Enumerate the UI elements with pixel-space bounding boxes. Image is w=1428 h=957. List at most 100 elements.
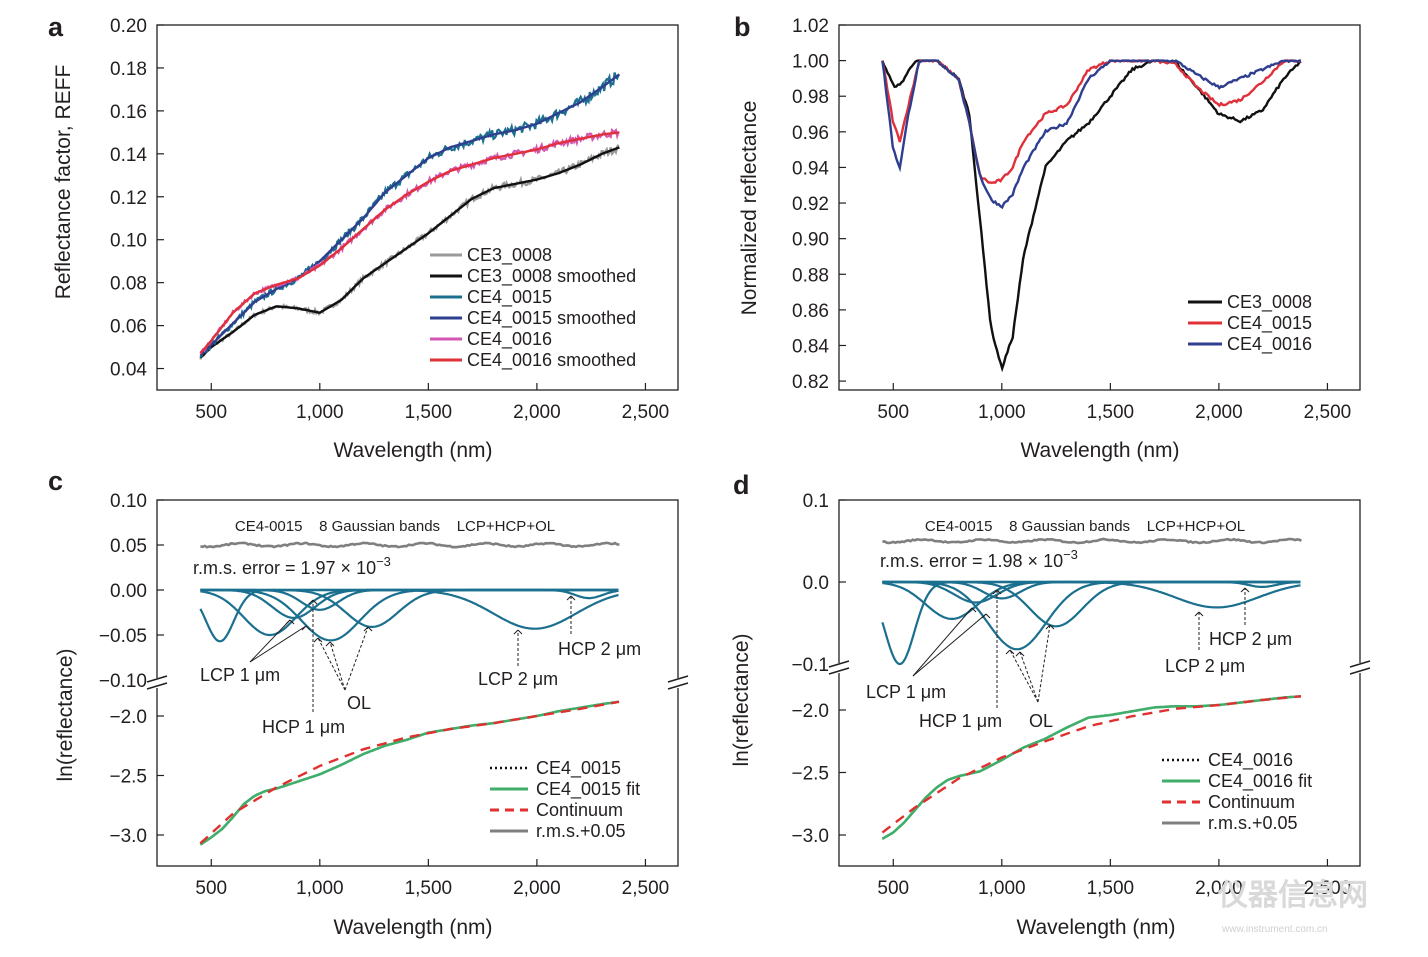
panel-d-annotation-label: LCP 1 μm	[866, 682, 946, 702]
panel-a-ytick-label: 0.20	[110, 16, 147, 37]
panel-a-legend-label: CE4_0016	[467, 329, 552, 350]
panel-a-frame	[156, 24, 679, 391]
panel-d-annotation-arrowhead	[1194, 611, 1204, 617]
panel-d-axis-break-gap	[830, 663, 848, 673]
panel-c-rms-line	[200, 541, 620, 549]
panel-c-legend-label: r.m.s.+0.05	[536, 821, 626, 841]
panel-c-annotation-arrow	[249, 625, 307, 663]
panel-c-xtick-label: 2,500	[622, 878, 670, 899]
panel-d: d 500 1,000 1,500 2,000 2,500 0.1 0.0 −0.1 −2.0 −…	[730, 470, 1371, 939]
panel-d-gaussian-band	[882, 580, 1301, 620]
panel-a-series-ce4_0015-smoothed	[199, 73, 621, 357]
panel-c-legend-label: CE4_0015	[536, 758, 621, 779]
panel-b-ylabel: Normalized reflectance	[738, 101, 761, 316]
panel-b: b 500 1,000 1,500 2,000 2,500 0.82 0.84 0.86 0.8…	[734, 12, 1361, 462]
panel-d-annotation-arrow	[1019, 651, 1039, 703]
panel-c-annotation-arrowhead	[363, 626, 373, 632]
panel-d-frame	[838, 499, 1361, 867]
panel-d-fit-title: CE4-0015 8 Gaussian bands LCP+HCP+OL	[925, 518, 1245, 535]
panel-c-rms-exp: −3	[376, 554, 391, 569]
panel-b-ytick-label: 0.86	[792, 301, 829, 322]
panel-d-xtick-label: 2,000	[1195, 878, 1243, 899]
panel-c-axis-break-mark	[667, 675, 689, 683]
panel-d-annotation-arrow	[1009, 649, 1039, 703]
panel-a-ytick-label: 0.04	[110, 360, 147, 381]
panel-a-xtick-label: 1,000	[296, 402, 344, 423]
panel-c-ytick-label: 0.05	[110, 536, 147, 557]
panel-d-annotation-arrow	[1037, 624, 1051, 703]
panel-c-rms-error: r.m.s. error = 1.97 × 10−3	[193, 554, 391, 578]
panel-d-annotation-label: LCP 2 μm	[1165, 656, 1245, 676]
panel-d-ytick-label: −2.5	[791, 764, 829, 785]
panel-d-annotation-arrowhead	[1005, 649, 1015, 655]
panel-b-label: b	[734, 12, 751, 42]
panel-b-frame	[838, 24, 1361, 391]
panel-b-ytick-label: 0.88	[792, 265, 829, 286]
panel-a-xlabel: Wavelength (nm)	[333, 439, 492, 462]
watermark-subtext: www.instrument.com.cn	[1221, 924, 1328, 935]
panel-d-annotation-arrowhead	[992, 589, 1002, 595]
panel-c-annotation-arrow	[344, 626, 369, 691]
panel-b-axes: 500 1,000 1,500 2,000 2,500 0.82 0.84 0.86 0.88 0…	[792, 16, 1351, 423]
panel-c-xtick-label: 2,000	[513, 878, 561, 899]
panel-d-ylabel: ln(reflectance)	[730, 633, 753, 766]
panel-d-legend-label: Continuum	[1208, 792, 1295, 812]
panel-b-ytick-label: 0.96	[792, 123, 829, 144]
panel-c-xtick-label: 500	[195, 878, 227, 899]
panel-b-ytick-label: 0.94	[792, 158, 829, 179]
panel-d-annotation-label: OL	[1029, 711, 1053, 731]
panel-d-ytick-label: −0.1	[791, 655, 829, 676]
panel-a: a 500 1,000 1,500 2,000 2,500 0.04 0.06 0.08 0.1…	[48, 12, 679, 462]
panel-d-axis-break-gap	[1351, 663, 1369, 673]
panel-c-axis-break-gap	[148, 678, 166, 688]
panel-d-axis-break-mark	[1349, 660, 1371, 668]
panel-d-axes: 500 1,000 1,500 2,000 2,500 0.1 0.0 −0.1 −2.0 −2.…	[791, 491, 1371, 899]
panel-b-ytick-label: 0.90	[792, 230, 829, 251]
panel-a-legend-label: CE3_0008 smoothed	[467, 266, 636, 287]
panel-d-annotation-arrow	[912, 607, 973, 677]
panel-d-annotation-arrowhead	[967, 607, 977, 613]
panel-b-legend-label: CE4_0015	[1227, 313, 1312, 334]
panel-c-ytick-label: 0.10	[110, 491, 147, 512]
panel-b-xtick-label: 500	[877, 402, 909, 423]
panel-c-annotation-label: LCP 1 μm	[200, 665, 280, 685]
panel-c-ytick-label: −3.0	[109, 826, 147, 847]
panel-c-xtick-label: 1,000	[296, 878, 344, 899]
panel-d-rms-exp: −3	[1063, 547, 1078, 562]
panel-a-ytick-label: 0.06	[110, 317, 147, 338]
panel-b-legend-label: CE3_0008	[1227, 292, 1312, 313]
panel-b-xtick-label: 1,500	[1087, 402, 1135, 423]
panel-d-ytick-label: 0.0	[803, 573, 829, 594]
panel-d-axis-break-mark	[828, 660, 850, 668]
panel-a-ytick-label: 0.10	[110, 231, 147, 252]
panel-a-ytick-label: 0.08	[110, 274, 147, 295]
panel-b-ytick-label: 0.92	[792, 194, 829, 215]
panel-d-annotation-label: HCP 2 μm	[1209, 629, 1292, 649]
panel-d-legend-label: CE4_0016 fit	[1208, 771, 1312, 792]
panel-c-plot-area	[199, 541, 620, 846]
panel-a-ytick-label: 0.18	[110, 59, 147, 80]
panel-a-legend-label: CE4_0015	[467, 287, 552, 308]
panel-a-xtick-label: 500	[195, 402, 227, 423]
panel-c-annotation-label: OL	[347, 693, 371, 713]
panel-d-xtick-label: 1,000	[978, 878, 1026, 899]
panel-c-gaussian-band	[200, 588, 619, 628]
panel-d-ytick-label: −2.0	[791, 701, 829, 722]
panel-a-ytick-label: 0.14	[110, 145, 147, 166]
panel-d-xlabel: Wavelength (nm)	[1016, 916, 1175, 939]
panel-c-annotation-label: LCP 2 μm	[478, 669, 558, 689]
panel-a-ytick-label: 0.16	[110, 102, 147, 123]
panel-c-gaussian-band	[200, 588, 619, 630]
panel-d-axis-break-mark	[828, 667, 850, 675]
panel-c-label: c	[48, 466, 63, 496]
panel-d-annotations: LCP 1 μm HCP 1 μm OL LCP 2 μm HCP 2 μm	[866, 587, 1292, 731]
panel-c-xlabel: Wavelength (nm)	[333, 916, 492, 939]
panel-c-annotation-arrowhead	[301, 625, 311, 631]
watermark-text: 仪器信息网	[1217, 878, 1368, 912]
panel-b-xtick-label: 2,000	[1195, 402, 1243, 423]
